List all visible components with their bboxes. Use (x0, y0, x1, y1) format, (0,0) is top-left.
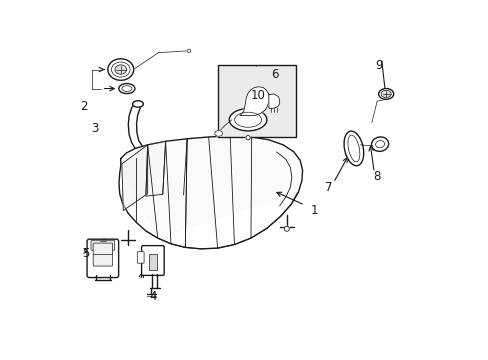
Text: 10: 10 (250, 89, 265, 102)
Ellipse shape (380, 90, 390, 98)
Polygon shape (240, 87, 268, 116)
FancyBboxPatch shape (93, 254, 112, 266)
FancyBboxPatch shape (137, 252, 144, 263)
Text: 3: 3 (91, 122, 98, 135)
Ellipse shape (229, 109, 266, 131)
Bar (148, 253, 157, 270)
FancyBboxPatch shape (142, 246, 164, 275)
Ellipse shape (132, 101, 143, 107)
Ellipse shape (214, 131, 222, 136)
Polygon shape (145, 141, 165, 196)
Ellipse shape (108, 59, 133, 80)
Bar (217, 65, 296, 137)
FancyBboxPatch shape (91, 240, 115, 250)
Polygon shape (122, 145, 147, 211)
Text: 6: 6 (271, 68, 278, 81)
Polygon shape (268, 94, 279, 108)
Text: 1: 1 (310, 204, 318, 217)
Text: 9: 9 (374, 59, 382, 72)
Ellipse shape (378, 89, 393, 99)
Circle shape (187, 49, 190, 53)
Circle shape (245, 135, 250, 140)
Ellipse shape (344, 131, 363, 166)
Text: 2: 2 (80, 100, 87, 113)
Text: 8: 8 (373, 170, 380, 183)
Polygon shape (119, 136, 302, 249)
Text: 4: 4 (149, 290, 157, 303)
Polygon shape (121, 137, 297, 238)
Ellipse shape (371, 137, 388, 151)
Ellipse shape (115, 65, 126, 74)
FancyBboxPatch shape (87, 239, 119, 278)
Text: 5: 5 (82, 247, 89, 260)
Circle shape (284, 226, 289, 231)
Text: 7: 7 (325, 181, 332, 194)
FancyBboxPatch shape (93, 243, 112, 255)
Ellipse shape (119, 84, 135, 94)
